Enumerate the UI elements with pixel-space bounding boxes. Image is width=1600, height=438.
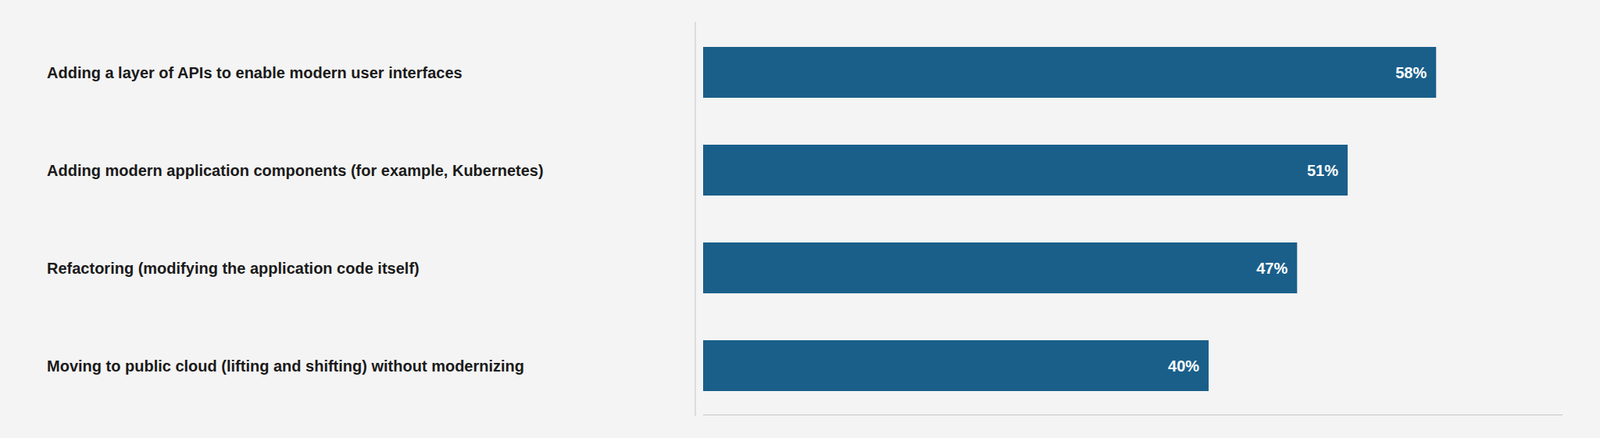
bar	[703, 144, 1348, 196]
value-label: 40%	[1167, 357, 1200, 375]
category-label: Moving to public cloud (lifting and shif…	[46, 357, 525, 375]
chart-container: 58% Adding a layer of APIs to enable mode…	[0, 0, 1600, 438]
bar	[703, 339, 1209, 391]
value-label: 47%	[1256, 259, 1288, 277]
category-label: Adding modern application components (fo…	[46, 161, 544, 179]
category-label: Adding a layer of APIs to enable modern …	[46, 64, 463, 82]
value-label: 51%	[1307, 161, 1339, 179]
bar	[703, 242, 1297, 293]
bars	[703, 46, 1436, 391]
labels: 58% Adding a layer of APIs to enable mode…	[46, 64, 1427, 375]
chart-svg: 58% Adding a layer of APIs to enable mode…	[0, 0, 1600, 438]
bar	[703, 46, 1436, 98]
category-label: Refactoring (modifying the application c…	[46, 259, 420, 277]
x-axis-line	[703, 414, 1563, 415]
value-label: 58%	[1395, 64, 1427, 82]
background	[0, 0, 1600, 438]
divider	[694, 21, 696, 416]
